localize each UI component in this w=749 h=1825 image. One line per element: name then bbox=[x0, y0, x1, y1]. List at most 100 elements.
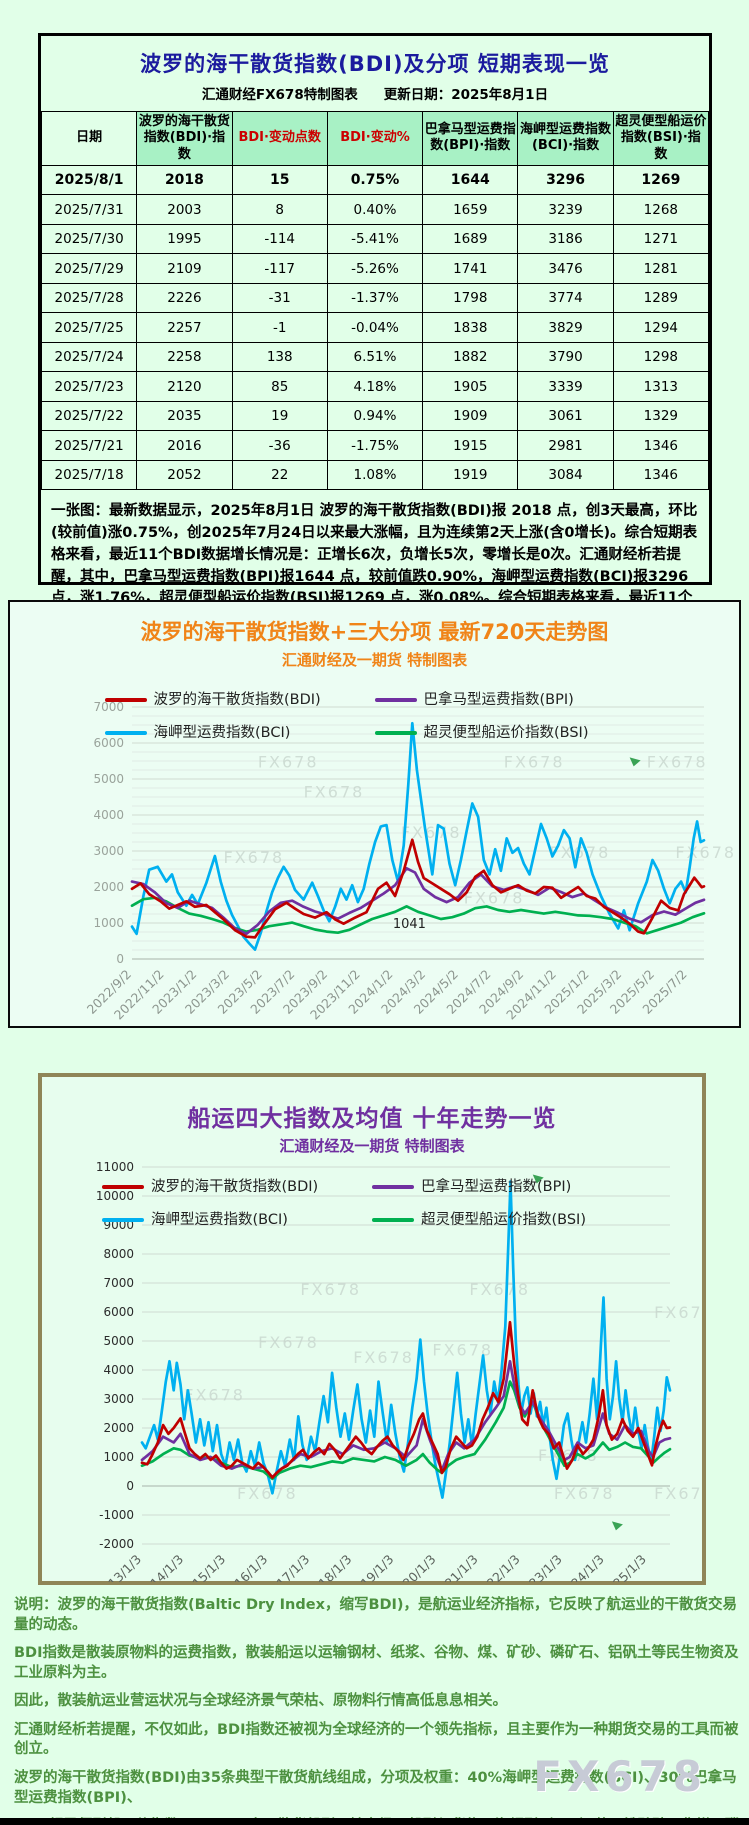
table-cell: 2981 bbox=[517, 430, 614, 461]
chart-720-subtitle: 汇通财经及一期货 特制图表 bbox=[281, 651, 468, 669]
table-cell: 1329 bbox=[612, 400, 710, 432]
svg-text:6000: 6000 bbox=[103, 1305, 134, 1319]
table-cell: 1294 bbox=[612, 312, 710, 343]
table-cell: 2016 bbox=[136, 430, 233, 461]
table-cell: 2052 bbox=[136, 459, 233, 491]
table-cell: 1741 bbox=[422, 253, 519, 284]
table-cell: -36 bbox=[231, 430, 328, 461]
table-cell: 3790 bbox=[517, 341, 614, 373]
svg-text:2024/1/3: 2024/1/3 bbox=[557, 1552, 607, 1582]
legend-label: 海岬型运费指数(BCI) bbox=[151, 1212, 288, 1228]
legend-item: 超灵便型船运价指数(BSI) bbox=[374, 721, 645, 742]
legend-item: 海岬型运费指数(BCI) bbox=[102, 1208, 372, 1229]
table-cell: 0.94% bbox=[326, 400, 424, 432]
table-cell: 2025/7/30 bbox=[40, 223, 138, 255]
table-cell: 4.18% bbox=[326, 371, 424, 402]
legend-line-swatch-icon bbox=[372, 1185, 414, 1189]
svg-text:5000: 5000 bbox=[93, 772, 124, 786]
legend-label: 海岬型运费指数(BCI) bbox=[153, 725, 291, 741]
svg-text:-2000: -2000 bbox=[99, 1537, 134, 1551]
chart-10year-panel: 船运四大指数及均值 十年走势一览 汇通财经及一期货 特制图表 波罗的海干散货指数… bbox=[38, 1073, 706, 1585]
table-cell: -5.41% bbox=[326, 223, 424, 255]
table-cell: 1298 bbox=[612, 341, 710, 373]
chart-720-legend: 波罗的海干散货指数(BDI) 巴拿马型运费指数(BPI) 海岬型运费指数(BCI) 超… bbox=[10, 688, 739, 742]
table-cell: 1644 bbox=[422, 164, 519, 196]
table-cell: 3774 bbox=[517, 282, 614, 314]
table-cell: 2257 bbox=[136, 312, 233, 343]
column-header: 海岬型运费指数(BCI)·指数 bbox=[517, 111, 614, 166]
svg-text:2021/1/3: 2021/1/3 bbox=[430, 1552, 480, 1582]
table-cell: 1346 bbox=[612, 459, 710, 491]
table-cell: 3296 bbox=[517, 164, 614, 196]
legend-line-swatch-icon bbox=[104, 698, 147, 702]
table-cell: 1.08% bbox=[326, 459, 424, 491]
table-cell: 1271 bbox=[612, 223, 710, 255]
table-cell: 1915 bbox=[422, 430, 519, 461]
svg-text:FX678: FX678 bbox=[654, 1484, 702, 1503]
table-cell: 1905 bbox=[422, 371, 519, 402]
table-cell: 2025/7/21 bbox=[40, 430, 138, 461]
column-header: 波罗的海干散货指数(BDI)·指数 bbox=[136, 111, 233, 166]
svg-text:7000: 7000 bbox=[103, 1276, 134, 1290]
table-cell: 2025/7/18 bbox=[40, 459, 138, 491]
table-cell: 1269 bbox=[612, 164, 710, 196]
table-cell: -117 bbox=[231, 253, 328, 284]
table-cell: 2025/7/24 bbox=[40, 341, 138, 373]
chart-10y-title: 船运四大指数及均值 十年走势一览 bbox=[187, 1106, 557, 1132]
svg-text:FX678: FX678 bbox=[401, 823, 462, 842]
table-cell: 2025/7/28 bbox=[40, 282, 138, 314]
svg-text:7000: 7000 bbox=[93, 700, 124, 714]
table-subtitle: 汇通财经FX678特制图表 更新日期：2025年8月1日 bbox=[41, 83, 709, 103]
legend-item: 巴拿马型运费指数(BPI) bbox=[374, 688, 645, 709]
page-title: 波罗的海干散货指数(BDI)及分项 短期表现一览 bbox=[140, 52, 610, 76]
table-row: 2025/7/22 2035 19 0.94% 1909 3061 1329 bbox=[40, 400, 710, 432]
table-cell: 2035 bbox=[136, 400, 233, 432]
svg-text:FX678: FX678 bbox=[469, 1280, 530, 1299]
table-cell: 0.75% bbox=[326, 164, 424, 196]
table-row: 2025/8/1 2018 15 0.75% 1644 3296 1269 bbox=[40, 164, 710, 196]
svg-text:2023/1/3: 2023/1/3 bbox=[515, 1552, 565, 1582]
svg-text:2025/1/3: 2025/1/3 bbox=[599, 1552, 649, 1582]
bottom-border-bar bbox=[0, 1818, 749, 1825]
table-cell: -0.04% bbox=[326, 312, 424, 343]
svg-text:FX678: FX678 bbox=[237, 1484, 298, 1503]
svg-text:2020/1/3: 2020/1/3 bbox=[388, 1552, 438, 1582]
table-cell: 2120 bbox=[136, 371, 233, 402]
update-date: 更新日期：2025年8月1日 bbox=[383, 87, 549, 103]
table-cell: 2018 bbox=[136, 164, 233, 196]
table-cell: 2025/7/31 bbox=[40, 194, 138, 225]
svg-text:2013/1/3: 2013/1/3 bbox=[94, 1552, 144, 1582]
table-cell: 19 bbox=[231, 400, 328, 432]
table-row: 2025/7/21 2016 -36 -1.75% 1915 2981 1346 bbox=[40, 430, 710, 461]
legend-line-swatch-icon bbox=[102, 1185, 144, 1189]
legend-item: 波罗的海干散货指数(BDI) bbox=[102, 1175, 372, 1196]
note-line: 说明：波罗的海干散货指数(Baltic Dry Index，缩写BDI)，是航运… bbox=[14, 1597, 738, 1633]
table-cell: 1289 bbox=[612, 282, 710, 314]
table-cell: 1313 bbox=[612, 371, 710, 402]
bdi-short-term-table: 日期 波罗的海干散货指数(BDI)·指数 BDI·变动点数 BDI·变动% 巴拿马型运费… bbox=[40, 111, 710, 491]
svg-text:1041: 1041 bbox=[393, 917, 426, 932]
legend-line-swatch-icon bbox=[104, 731, 147, 735]
table-cell: 3061 bbox=[517, 400, 614, 432]
svg-text:11000: 11000 bbox=[96, 1160, 134, 1174]
svg-text:0: 0 bbox=[126, 1479, 134, 1493]
svg-text:FX678: FX678 bbox=[304, 783, 365, 802]
svg-text:10000: 10000 bbox=[96, 1189, 134, 1203]
svg-text:FX678: FX678 bbox=[353, 1348, 414, 1367]
short-term-table-panel: 波罗的海干散货指数(BDI)及分项 短期表现一览 汇通财经FX678特制图表 更新… bbox=[38, 33, 712, 650]
legend-label: 超灵便型船运价指数(BSI) bbox=[423, 725, 589, 741]
legend-item: 巴拿马型运费指数(BPI) bbox=[372, 1175, 642, 1196]
chart-10y-plot: -2000 -1000 0 1000 2000 3000 4000 5000 6000 7000 8… bbox=[94, 1160, 702, 1582]
table-cell: 3476 bbox=[517, 253, 614, 284]
table-cell: 1659 bbox=[422, 194, 519, 225]
table-cell: 6.51% bbox=[326, 341, 424, 373]
svg-text:FX678: FX678 bbox=[184, 1386, 245, 1405]
table-header-row: 日期 波罗的海干散货指数(BDI)·指数 BDI·变动点数 BDI·变动% 巴拿马型运费… bbox=[40, 111, 710, 166]
column-header: 巴拿马型运费指数(BPI)·指数 bbox=[422, 111, 519, 166]
column-header: BDI·变动点数 bbox=[231, 111, 328, 166]
note-line: 因此，散装航运业营运状况与全球经济景气荣枯、原物料行情高低息息相关。 bbox=[14, 1693, 507, 1710]
svg-text:2000: 2000 bbox=[103, 1421, 134, 1435]
table-cell: 2025/8/1 bbox=[40, 164, 138, 196]
legend-line-swatch-icon bbox=[102, 1218, 144, 1222]
